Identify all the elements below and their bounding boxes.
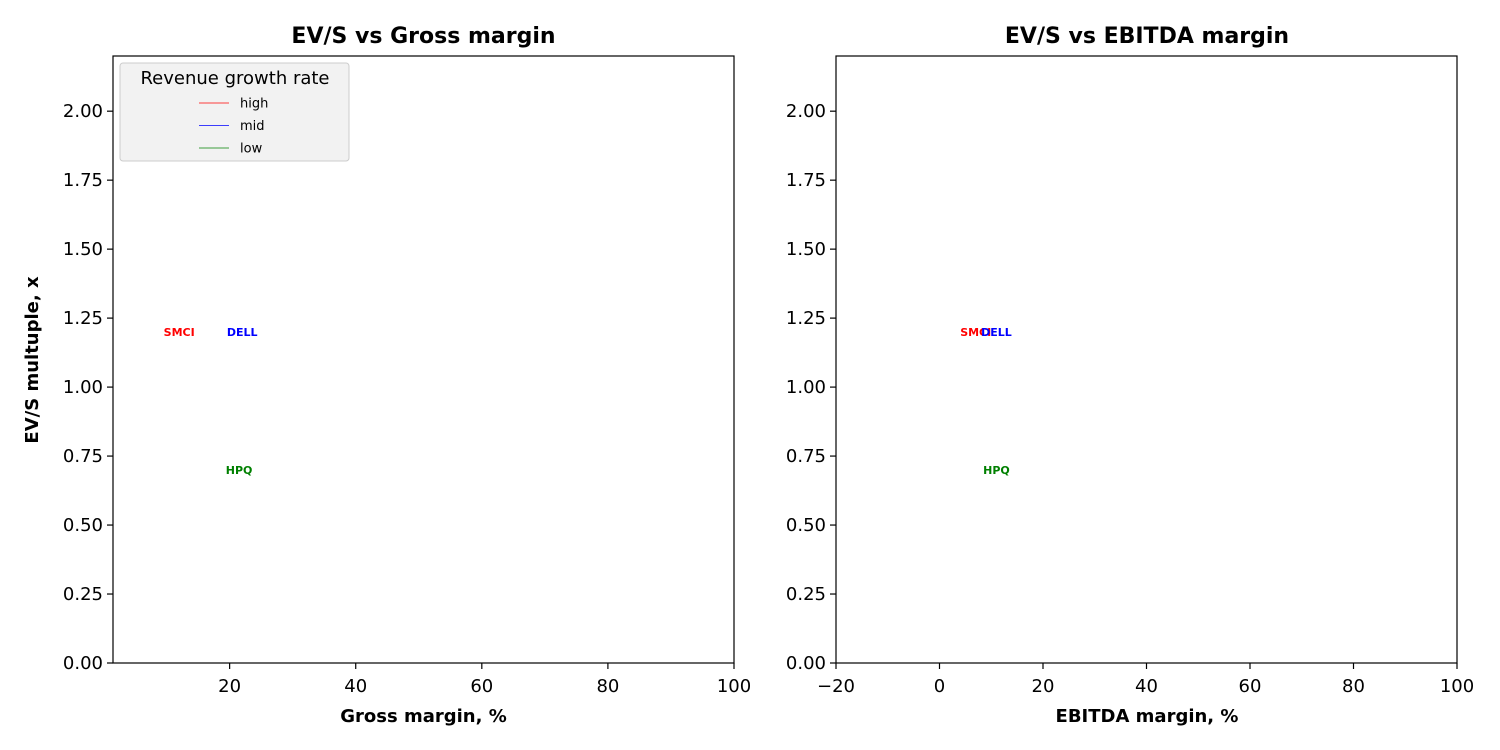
y-tick-label: 2.00	[786, 101, 826, 122]
point-label-hpq: HPQ	[226, 464, 253, 477]
x-tick-label: 40	[344, 676, 367, 697]
y-tick-label: 1.75	[786, 170, 826, 191]
point-label-smci: SMCI	[164, 326, 195, 339]
legend-label-low: low	[240, 142, 263, 157]
y-tick-label: 1.00	[63, 377, 103, 398]
y-tick-label: 1.50	[63, 239, 103, 260]
chart-title: EV/S vs EBITDA margin	[1005, 24, 1289, 49]
y-tick-label: 0.00	[786, 653, 826, 674]
chart-gross-margin: EV/S vs Gross margin 20 40 60 80 100 0.00 0.2…	[22, 24, 751, 727]
legend-label-mid: mid	[240, 119, 265, 134]
x-tick-label: −20	[817, 676, 855, 697]
point-label-dell: DELL	[981, 326, 1012, 339]
x-tick-label: 20	[1032, 676, 1055, 697]
point-label-hpq: HPQ	[983, 464, 1010, 477]
y-tick-label: 0.50	[63, 515, 103, 536]
legend-title: Revenue growth rate	[140, 68, 329, 89]
data-points: SMCI DELL HPQ	[164, 326, 258, 477]
y-tick-label: 2.00	[63, 101, 103, 122]
y-tick-label: 0.75	[786, 446, 826, 467]
y-axis-ticks: 0.00 0.25 0.50 0.75 1.00 1.25 1.50 1.75 2.00	[786, 101, 836, 674]
x-tick-label: 0	[934, 676, 945, 697]
chart-title: EV/S vs Gross margin	[291, 24, 555, 49]
x-tick-label: 40	[1135, 676, 1158, 697]
y-tick-label: 1.00	[786, 377, 826, 398]
x-tick-label: 20	[218, 676, 241, 697]
x-tick-label: 60	[470, 676, 493, 697]
y-axis-label: EV/S multuple, x	[22, 276, 43, 444]
x-axis-ticks: −20 0 20 40 60 80 100	[817, 663, 1474, 697]
y-tick-label: 1.75	[63, 170, 103, 191]
y-tick-label: 0.50	[786, 515, 826, 536]
y-axis-ticks: 0.00 0.25 0.50 0.75 1.00 1.25 1.50 1.75 2.00	[63, 101, 113, 674]
chart-ebitda-margin: EV/S vs EBITDA margin −20 0 20 40 60 80 100 0.…	[786, 24, 1474, 727]
legend: Revenue growth rate high mid low	[119, 62, 350, 162]
y-tick-label: 1.25	[63, 308, 103, 329]
x-axis-label: Gross margin, %	[340, 706, 507, 727]
point-label-smci: SMCI	[960, 326, 991, 339]
y-tick-label: 0.75	[63, 446, 103, 467]
x-axis-ticks: 20 40 60 80 100	[218, 663, 751, 697]
legend-box	[119, 62, 350, 162]
y-tick-label: 0.25	[786, 584, 826, 605]
x-tick-label: 80	[1342, 676, 1365, 697]
x-tick-label: 60	[1239, 676, 1262, 697]
x-tick-label: 80	[596, 676, 619, 697]
x-tick-label: 100	[1440, 676, 1474, 697]
plot-frame	[112, 55, 735, 664]
y-tick-label: 1.50	[786, 239, 826, 260]
x-axis-label: EBITDA margin, %	[1056, 706, 1239, 727]
y-tick-label: 0.00	[63, 653, 103, 674]
y-tick-label: 0.25	[63, 584, 103, 605]
y-tick-label: 1.25	[786, 308, 826, 329]
legend-entries: high mid low	[199, 97, 268, 157]
point-label-dell: DELL	[227, 326, 258, 339]
x-tick-label: 100	[717, 676, 751, 697]
legend-label-high: high	[240, 97, 268, 112]
